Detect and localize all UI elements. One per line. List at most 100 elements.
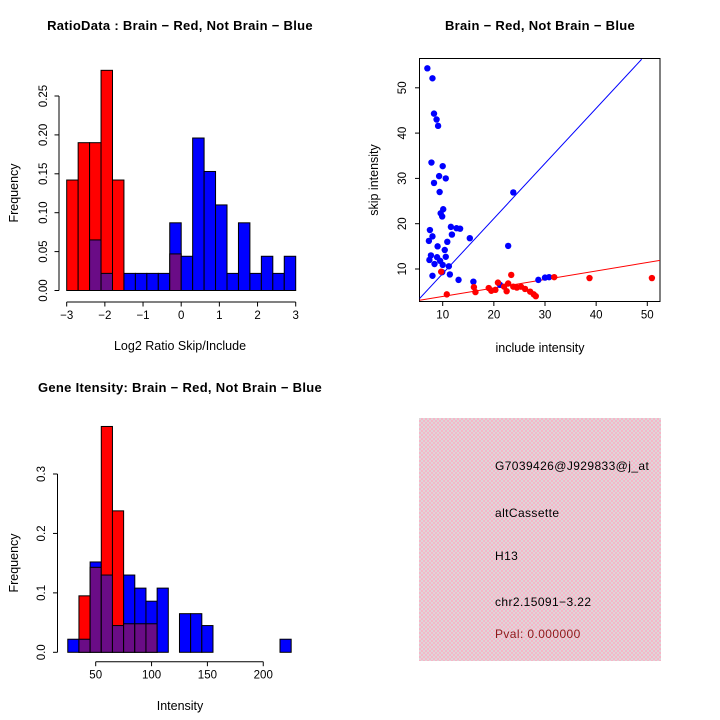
blue-point bbox=[430, 179, 438, 187]
x-tick-label: 40 bbox=[590, 310, 603, 322]
panel-gene-info: G7039426@J929833@j_at altCassette H13 chr2.… bbox=[360, 360, 720, 720]
scatter-ylabel: skip intensity bbox=[367, 144, 381, 216]
hist-bar bbox=[178, 613, 192, 653]
hist-bar bbox=[190, 613, 203, 653]
x-tick-label: 1 bbox=[216, 310, 222, 322]
hist-bar bbox=[67, 638, 80, 653]
hist-bar-overlap bbox=[89, 566, 102, 653]
x-tick-label: −3 bbox=[60, 310, 73, 322]
gene-hist-plot: 50 100 150 200 0.0 0.1 0.2 0.3 bbox=[36, 425, 292, 682]
scatter-points bbox=[424, 65, 656, 300]
hist-bar bbox=[201, 625, 214, 653]
red-point bbox=[492, 286, 499, 294]
hist-bar-overlap bbox=[78, 638, 91, 653]
regression-lines bbox=[419, 58, 660, 301]
blue-point bbox=[426, 256, 433, 264]
x-tick-label: 200 bbox=[254, 670, 273, 682]
blue-point bbox=[435, 172, 443, 180]
hist-bar bbox=[215, 204, 228, 291]
blue-point bbox=[425, 237, 433, 245]
blue-point bbox=[444, 238, 451, 246]
blue-point bbox=[456, 225, 464, 232]
y-tick-label: 0.20 bbox=[38, 124, 50, 146]
blue-point bbox=[439, 261, 446, 269]
y-tick-label: 0.10 bbox=[38, 202, 50, 224]
red-point bbox=[470, 283, 478, 291]
hist-bar bbox=[111, 179, 125, 291]
red-point bbox=[472, 288, 479, 296]
blue-point bbox=[436, 188, 443, 196]
blue-point bbox=[445, 263, 453, 270]
ratio-hist-ylabel: Frequency bbox=[7, 163, 21, 223]
hist-bar bbox=[123, 272, 136, 292]
hist-bar bbox=[249, 272, 262, 292]
hist-bar-overlap bbox=[89, 239, 102, 291]
hist-bar bbox=[180, 255, 194, 292]
blue-point bbox=[429, 233, 436, 240]
hist-bar-overlap bbox=[134, 623, 147, 653]
histogram-bars bbox=[66, 69, 297, 292]
ratio-hist-title: RatioData : Brain − Red, Not Brain − Blu… bbox=[47, 18, 313, 33]
red-point bbox=[532, 292, 539, 300]
hist-bar bbox=[279, 638, 292, 653]
ratio-hist-plot: −3 −2 −1 0 1 2 3 0.00 0.05 0.10 0.15 0.20 0.25 bbox=[38, 69, 299, 322]
y-tick-label: 10 bbox=[397, 263, 409, 276]
info-line-1: G7039426@J929833@j_at bbox=[495, 459, 650, 473]
blue-point bbox=[426, 226, 434, 234]
ratio-hist-xlabel: Log2 Ratio Skip/Include bbox=[113, 339, 247, 353]
blue-point bbox=[510, 189, 517, 196]
info-line-4: chr2.15091−3.22 bbox=[495, 595, 592, 609]
axes bbox=[53, 473, 264, 667]
gene-hist-ylabel: Frequency bbox=[7, 533, 21, 593]
hist-bar bbox=[156, 587, 169, 653]
x-tick-label: 20 bbox=[487, 310, 500, 322]
y-tick-label: 0.3 bbox=[36, 466, 48, 482]
blue-point bbox=[438, 213, 446, 220]
y-tick-label: 0.1 bbox=[36, 585, 48, 601]
y-tick-label: 20 bbox=[397, 217, 409, 230]
x-tick-label: 10 bbox=[436, 310, 449, 322]
y-tick-label: 30 bbox=[397, 172, 409, 185]
panel-intensity-scatter: Brain − Red, Not Brain − Blue 10 20 30 40 50… bbox=[360, 0, 720, 360]
hist-bar bbox=[203, 170, 217, 291]
y-tick-label: 50 bbox=[397, 81, 409, 94]
red-point bbox=[494, 279, 502, 286]
scatter-plot: 10 20 30 40 50 10 20 30 40 50 bbox=[397, 58, 661, 322]
x-tick-label: 50 bbox=[89, 670, 102, 682]
info-box: G7039426@J929833@j_at altCassette H13 chr2.… bbox=[419, 418, 661, 661]
hist-bar bbox=[192, 137, 205, 291]
hist-bar bbox=[134, 272, 148, 292]
blue-regression-line bbox=[419, 58, 643, 299]
blue-point bbox=[442, 253, 449, 260]
blue-point bbox=[448, 231, 456, 238]
y-tick-label: 40 bbox=[397, 127, 409, 140]
info-line-2: altCassette bbox=[495, 506, 560, 520]
blue-point bbox=[424, 65, 431, 72]
blue-point bbox=[431, 260, 438, 268]
red-point bbox=[508, 271, 515, 279]
blue-point bbox=[434, 122, 442, 130]
hist-bar-overlap bbox=[100, 574, 113, 653]
red-point bbox=[437, 268, 445, 275]
x-tick-label: −2 bbox=[98, 310, 111, 322]
blue-point bbox=[429, 272, 436, 279]
gene-hist-title: Gene Itensity: Brain − Red, Not Brain − … bbox=[37, 380, 323, 395]
blue-point bbox=[455, 276, 462, 284]
y-tick-label: 0.15 bbox=[38, 163, 50, 185]
histogram-bars bbox=[67, 425, 292, 653]
scatter-xlabel: include intensity bbox=[495, 341, 585, 355]
panel-ratio-histogram: RatioData : Brain − Red, Not Brain − Blu… bbox=[0, 0, 360, 360]
x-tick-label: −1 bbox=[136, 310, 149, 322]
x-tick-label: 30 bbox=[539, 310, 552, 322]
red-point bbox=[586, 274, 593, 282]
x-tick-label: 2 bbox=[254, 310, 260, 322]
hist-bar-overlap bbox=[100, 272, 113, 292]
y-tick-label: 0.00 bbox=[38, 279, 50, 301]
tick-labels: 50 100 150 200 0.0 0.1 0.2 0.3 bbox=[36, 466, 273, 682]
info-line-3: H13 bbox=[495, 549, 519, 563]
blue-point bbox=[446, 271, 454, 278]
blue-point bbox=[428, 159, 435, 166]
hist-bar bbox=[77, 142, 91, 291]
x-tick-label: 150 bbox=[198, 670, 217, 682]
